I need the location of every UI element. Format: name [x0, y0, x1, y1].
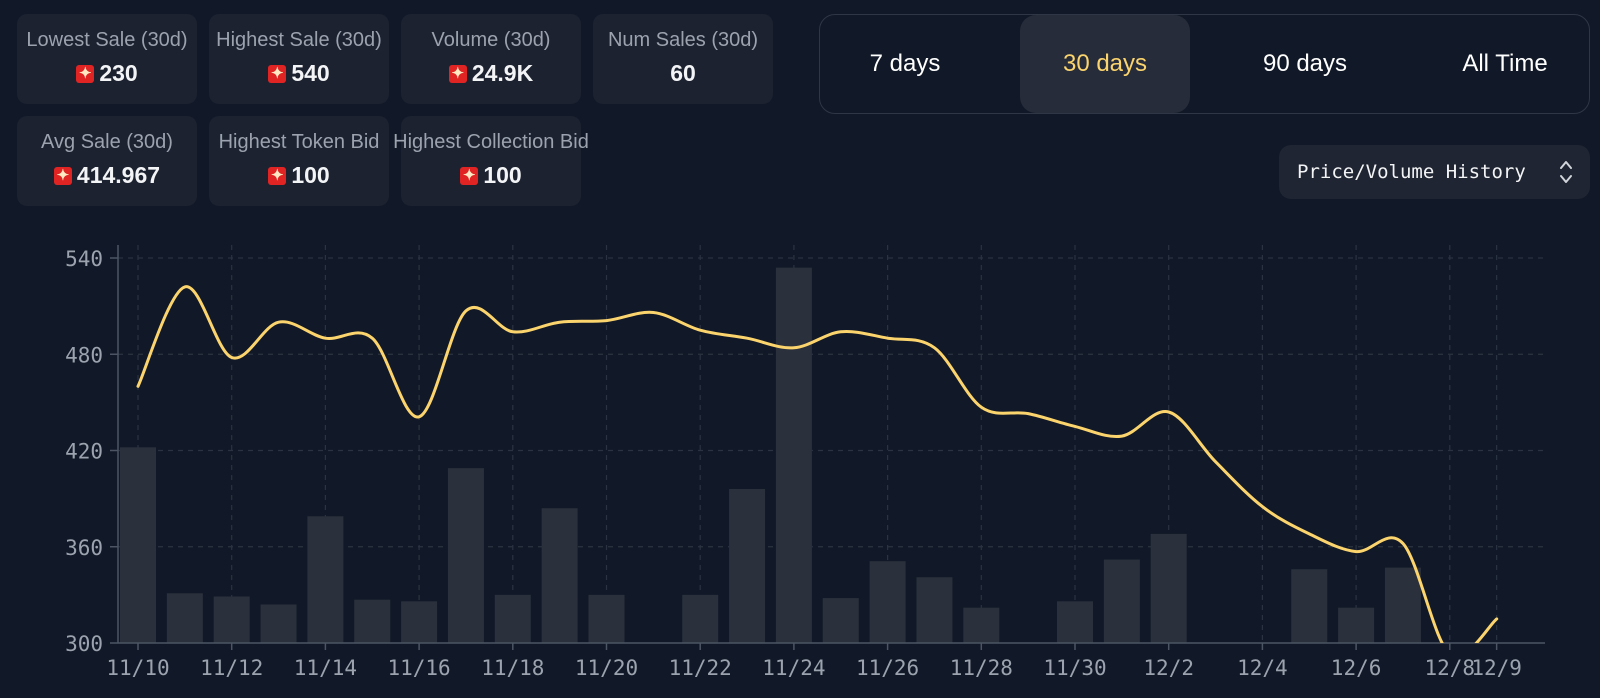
- stat-card-highest-sale: Highest Sale (30d) 540: [209, 14, 389, 104]
- tab-30-days[interactable]: 30 days: [1020, 15, 1190, 113]
- x-tick-label: 12/4: [1237, 656, 1288, 680]
- volume-bar: [1291, 569, 1328, 643]
- stat-label: Num Sales (30d): [607, 29, 759, 51]
- price-line: [136, 285, 1499, 643]
- stat-card-highest-token-bid: Highest Token Bid 100: [209, 116, 389, 206]
- volume-bar: [1338, 607, 1375, 643]
- stat-value: 24.9K: [471, 60, 534, 86]
- chevron-up-down-icon: [1560, 161, 1572, 183]
- stat-value: 100: [483, 162, 522, 188]
- volume-bar: [120, 447, 156, 643]
- y-tick-label: 540: [65, 247, 103, 271]
- stat-card-num-sales: Num Sales (30d) 60: [593, 14, 773, 104]
- red-coin-icon: [448, 64, 467, 84]
- volume-bar: [916, 577, 953, 643]
- volume-bar: [166, 593, 203, 643]
- x-tick-label: 11/30: [1043, 656, 1106, 680]
- volume-bar: [213, 596, 250, 643]
- time-range-tabs: 7 days 30 days 90 days All Time: [819, 14, 1590, 114]
- stat-value: 60: [670, 60, 696, 86]
- chart-view-select-value: Price/Volume History: [1297, 161, 1526, 183]
- stat-value: 230: [99, 60, 138, 86]
- volume-bar: [401, 601, 438, 643]
- red-coin-icon: [268, 64, 287, 84]
- y-tick-label: 360: [65, 536, 103, 560]
- stat-label: Avg Sale (30d): [41, 131, 173, 153]
- volume-bar: [447, 468, 484, 643]
- tab-7-days[interactable]: 7 days: [869, 50, 941, 77]
- volume-bar: [1103, 559, 1140, 643]
- stat-card-volume: Volume (30d) 24.9K: [401, 14, 581, 104]
- volume-bar: [1057, 601, 1093, 643]
- volume-bar: [729, 489, 766, 643]
- volume-bar: [260, 604, 297, 643]
- x-tick-label: 11/10: [106, 656, 169, 680]
- volume-bar: [541, 508, 578, 643]
- volume-bar: [822, 598, 859, 643]
- volume-bar: [494, 594, 531, 643]
- chart-view-select[interactable]: Price/Volume History: [1279, 145, 1590, 199]
- tab-90-days[interactable]: 90 days: [1262, 50, 1348, 77]
- x-tick-label: 11/24: [762, 656, 825, 680]
- x-tick-label: 12/8: [1425, 656, 1476, 680]
- volume-bar: [588, 594, 625, 643]
- red-coin-icon: [53, 166, 72, 186]
- x-tick-label: 12/9: [1471, 656, 1522, 680]
- x-tick-label: 11/20: [575, 656, 638, 680]
- stat-value: 540: [291, 60, 330, 86]
- red-coin-icon: [76, 64, 95, 84]
- x-tick-label: 12/6: [1331, 656, 1382, 680]
- stat-card-avg-sale: Avg Sale (30d) 414.967: [17, 116, 197, 206]
- x-tick-label: 11/12: [200, 656, 263, 680]
- stat-label: Lowest Sale (30d): [26, 29, 188, 51]
- tab-all-time[interactable]: All Time: [1462, 50, 1548, 77]
- y-tick-label: 480: [65, 343, 103, 367]
- volume-bar: [1150, 533, 1187, 643]
- stat-label: Volume (30d): [431, 29, 551, 51]
- volume-bar: [1384, 567, 1421, 643]
- volume-bar: [307, 516, 344, 643]
- volume-bar: [869, 561, 906, 643]
- stat-label: Highest Sale (30d): [216, 29, 382, 51]
- red-coin-icon: [460, 166, 479, 186]
- x-tick-label: 11/16: [387, 656, 450, 680]
- x-tick-label: 11/28: [950, 656, 1013, 680]
- x-tick-label: 11/18: [481, 656, 544, 680]
- stat-value: 100: [291, 162, 330, 188]
- volume-bar: [775, 267, 812, 643]
- stat-label: Highest Collection Bid: [393, 131, 589, 153]
- volume-bar: [682, 594, 719, 643]
- stat-card-lowest-sale: Lowest Sale (30d) 230: [17, 14, 197, 104]
- x-tick-label: 12/2: [1143, 656, 1194, 680]
- y-tick-label: 420: [65, 440, 103, 464]
- x-tick-label: 11/26: [856, 656, 919, 680]
- stat-value: 414.967: [76, 162, 161, 188]
- x-tick-label: 11/14: [294, 656, 357, 680]
- red-coin-icon: [268, 166, 287, 186]
- y-tick-label: 300: [65, 632, 103, 656]
- volume-bar: [354, 599, 391, 643]
- stat-card-highest-collection-bid: Highest Collection Bid 100: [393, 116, 589, 206]
- volume-bar: [963, 607, 1000, 643]
- x-tick-label: 11/22: [669, 656, 732, 680]
- stat-label: Highest Token Bid: [218, 131, 380, 153]
